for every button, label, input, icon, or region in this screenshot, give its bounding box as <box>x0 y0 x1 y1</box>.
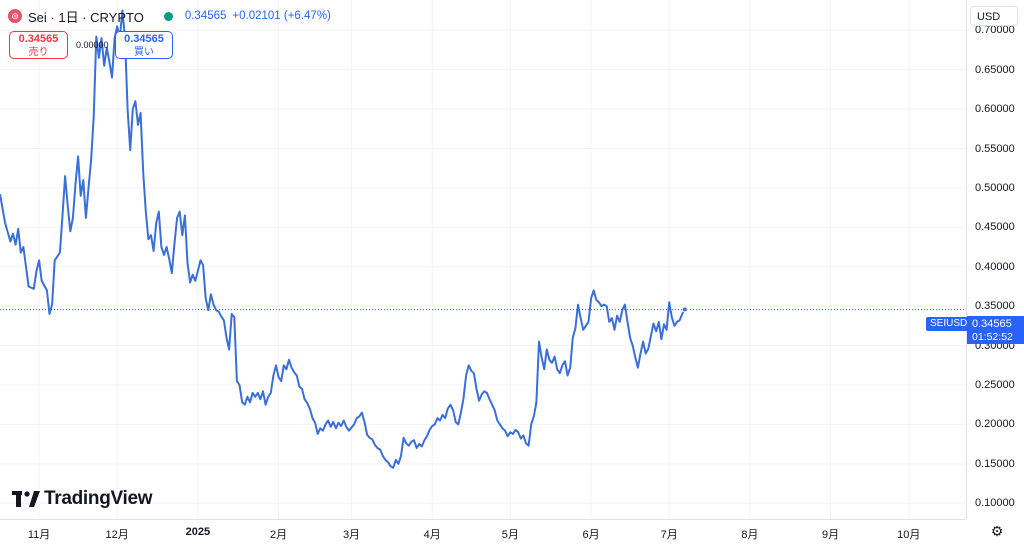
sell-label: 売り <box>28 47 49 58</box>
x-tick-label: 3月 <box>342 529 361 541</box>
buy-label: 買い <box>134 47 154 58</box>
x-tick-label: 9月 <box>822 529 840 541</box>
sell-button[interactable]: 0.34565 売り <box>9 31 68 59</box>
last-point-marker <box>681 306 688 313</box>
y-tick-label: 0.70000 <box>975 24 1015 37</box>
last-price-label: 0.34565 01:52:52 <box>967 316 1024 344</box>
x-tick-label: 5月 <box>501 529 519 541</box>
x-tick-label: 4月 <box>423 529 441 541</box>
last-price-value: 0.34565 <box>972 318 1012 330</box>
sei-coin-icon[interactable]: ⊜ <box>8 9 22 23</box>
x-tick-label: 12月 <box>105 529 129 541</box>
y-tick-label: 0.65000 <box>975 63 1015 76</box>
y-tick-label: 0.25000 <box>975 378 1015 391</box>
x-tick-label: 6月 <box>582 529 600 541</box>
price-chart[interactable] <box>0 0 966 519</box>
y-tick-label: 0.60000 <box>975 103 1015 116</box>
market-status-dot[interactable] <box>163 11 173 21</box>
y-tick-label: 0.40000 <box>975 260 1015 273</box>
symbol-title[interactable]: Sei · 1日 · CRYPTO <box>28 9 144 25</box>
x-tick-label: 10月 <box>897 529 921 541</box>
y-tick-label: 0.10000 <box>975 497 1015 510</box>
y-tick-label: 0.15000 <box>975 457 1015 470</box>
series-line-seiusd[interactable] <box>0 9 686 469</box>
header-price: 0.34565 <box>184 10 227 22</box>
x-tick-label: 7月 <box>660 529 678 541</box>
gear-icon[interactable]: ⚙ <box>990 523 1004 539</box>
y-tick-label: 0.20000 <box>975 418 1015 431</box>
buy-button[interactable]: 0.34565 買い <box>115 31 173 59</box>
sell-price: 0.34565 <box>18 33 59 45</box>
y-tick-label: 0.35000 <box>975 300 1015 313</box>
x-tick-label: 11月 <box>27 529 51 541</box>
y-tick-label: 0.50000 <box>975 181 1015 194</box>
header-change: +0.02101 (+6.47%) <box>232 10 331 22</box>
y-tick-label: 0.55000 <box>975 142 1015 155</box>
symbol-price-label: SEIUSD <box>926 317 972 331</box>
x-tick-label: 8月 <box>741 529 759 541</box>
x-tick-label: 2月 <box>270 529 288 541</box>
spread-value: 0.00000 <box>76 40 109 50</box>
y-tick-label: 0.45000 <box>975 221 1015 234</box>
logo-text: TradingView <box>44 488 153 509</box>
tradingview-logo-icon <box>12 491 40 507</box>
buy-price: 0.34565 <box>124 33 164 45</box>
time-axis[interactable]: 11月 12月 2025 2月 3月 4月 5月 6月 7月 8月 9月 10月 <box>0 519 966 544</box>
x-tick-label: 2025 <box>185 526 211 538</box>
bar-countdown: 01:52:52 <box>972 331 1013 343</box>
tradingview-logo[interactable]: TradingView <box>12 488 153 510</box>
currency-selector[interactable]: USD <box>970 6 1018 26</box>
price-axis[interactable]: 0.70000 0.65000 0.60000 0.55000 0.50000 0.450… <box>966 0 1024 519</box>
symbol-header: ⊜ Sei · 1日 · CRYPTO 0.34565 +0.02101 (+6… <box>8 6 337 26</box>
chart-plot-area[interactable] <box>0 0 966 519</box>
